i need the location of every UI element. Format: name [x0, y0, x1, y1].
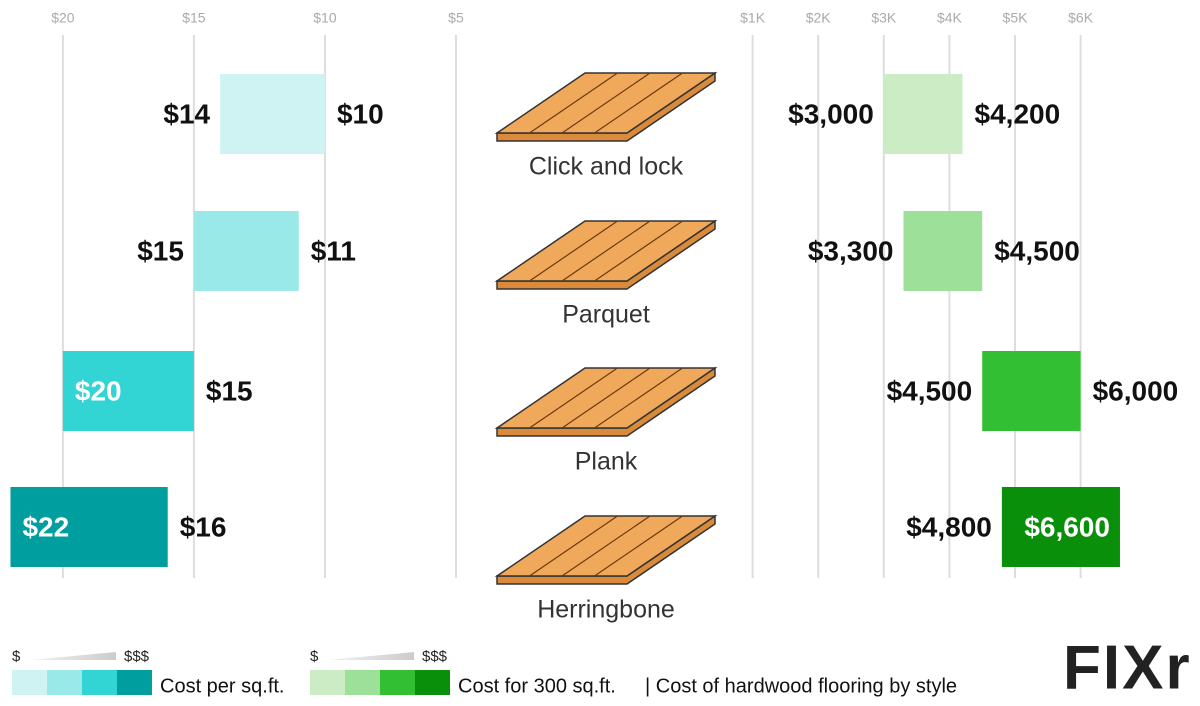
- legend-swatch: [380, 670, 415, 695]
- legend-swatch: [82, 670, 117, 695]
- legend-swatch: [47, 670, 82, 695]
- legend-swatch: [415, 670, 450, 695]
- range-bar: [220, 74, 325, 154]
- high-label: $4,500: [994, 235, 1080, 266]
- high-label: $15: [137, 235, 184, 266]
- floor-seam: [529, 220, 618, 282]
- legend-swatch: [345, 670, 380, 695]
- x-tick-label: $10: [313, 10, 337, 26]
- x-tick-label: $20: [51, 10, 75, 26]
- low-label: $4,800: [906, 511, 992, 542]
- low-label: $3,000: [788, 98, 874, 129]
- x-tick-label: $4K: [937, 10, 963, 26]
- floor-seam: [561, 220, 651, 282]
- range-bar: [1001, 487, 1120, 567]
- floor-seam: [561, 367, 651, 429]
- legend-swatch: [117, 670, 152, 695]
- x-tick-label: $5: [448, 10, 464, 26]
- floor-seam: [594, 72, 683, 134]
- floor-seam: [529, 367, 618, 429]
- legend-scale-low: $: [310, 648, 319, 665]
- range-bar: [62, 351, 194, 431]
- x-tick-label: $3K: [871, 10, 897, 26]
- x-tick-label: $15: [182, 10, 206, 26]
- low-label: $4,500: [887, 375, 973, 406]
- subtitle: | Cost of hardwood flooring by style: [645, 675, 957, 697]
- range-bar: [883, 74, 963, 154]
- low-label: $15: [206, 375, 253, 406]
- floor-seam: [594, 515, 683, 577]
- x-tick-label: $6K: [1068, 10, 1094, 26]
- x-tick-label: $5K: [1003, 10, 1029, 26]
- floor-seam: [561, 72, 651, 134]
- floor-seam: [561, 515, 651, 577]
- legend-wedge: [30, 652, 116, 660]
- floor-seam: [529, 515, 618, 577]
- x-tick-label: $2K: [806, 10, 832, 26]
- range-bar: [903, 211, 983, 291]
- category-label: Plank: [575, 448, 638, 476]
- low-label: $16: [180, 511, 227, 542]
- floor-seam: [594, 367, 683, 429]
- low-label: $10: [337, 98, 384, 129]
- legend-scale-low: $: [12, 648, 21, 665]
- legend-label: Cost for 300 sq.ft.: [458, 675, 616, 697]
- legend-wedge: [328, 652, 414, 660]
- range-bar: [193, 211, 299, 291]
- legend-swatch: [12, 670, 47, 695]
- category-label: Click and lock: [529, 153, 684, 181]
- legend-label: Cost per sq.ft.: [160, 675, 285, 697]
- high-label: $20: [75, 375, 122, 406]
- range-bar: [10, 487, 168, 567]
- high-label: $14: [163, 98, 210, 129]
- brand-logo: FIXr: [1063, 633, 1192, 702]
- floor-seam: [529, 72, 618, 134]
- floor-illustrations: [494, 71, 718, 585]
- low-label: $11: [311, 235, 356, 266]
- high-label: $6,000: [1093, 375, 1179, 406]
- low-label: $3,300: [808, 235, 894, 266]
- floor-seam: [594, 220, 683, 282]
- grid: $20 $15 $10 $5 $1K $2K $3K $4K $5K $6K: [51, 10, 1094, 578]
- category-label: Herringbone: [537, 596, 675, 624]
- x-tick-label: $1K: [740, 10, 766, 26]
- high-label: $6,600: [1024, 511, 1110, 542]
- legend-swatch: [310, 670, 345, 695]
- range-bar: [982, 351, 1081, 431]
- category-label: Parquet: [562, 301, 650, 329]
- legend-scale-high: $$$: [124, 648, 150, 665]
- bars: $10 $14 $11 $15 $15 $20 $16 $22 $3,000 $4,200 $3,3…: [10, 74, 1178, 567]
- legend-scale-high: $$$: [422, 648, 448, 665]
- high-label: $4,200: [975, 98, 1061, 129]
- high-label: $22: [22, 511, 69, 542]
